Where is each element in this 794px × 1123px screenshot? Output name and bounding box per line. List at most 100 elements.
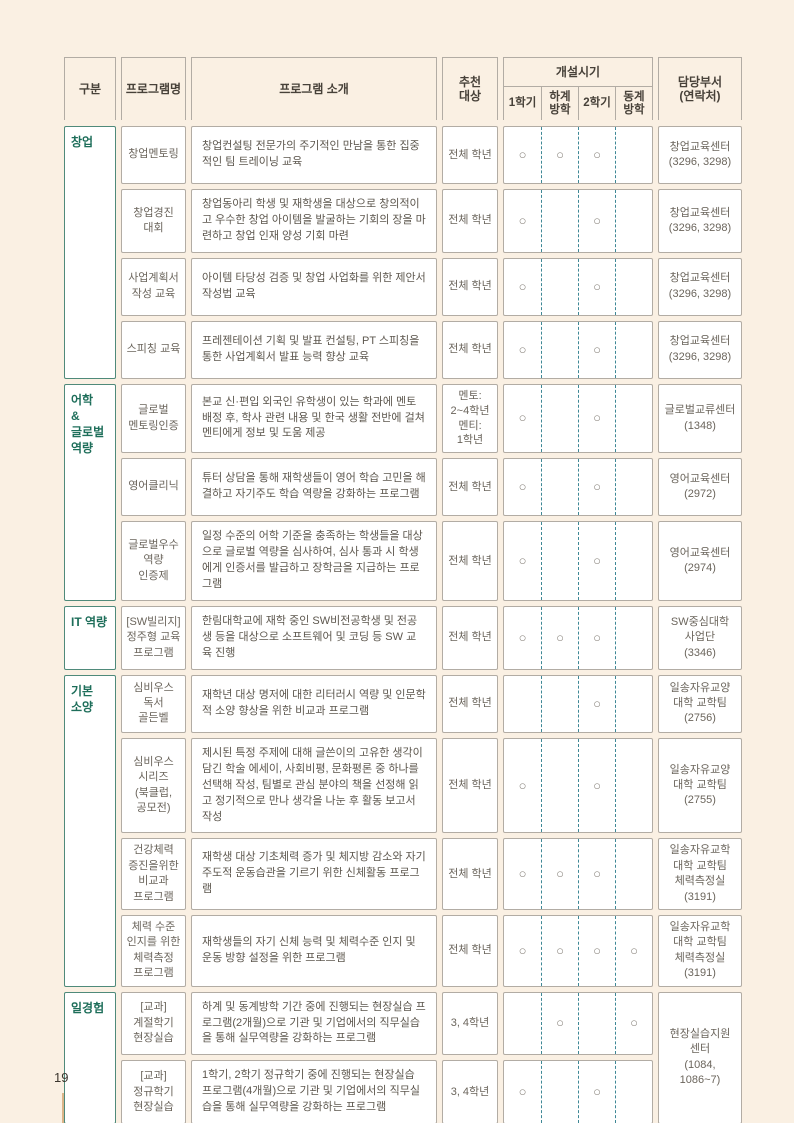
header-department: 담당부서 (연락처) — [658, 57, 742, 120]
schedule-semester1: ○ — [518, 479, 527, 495]
program-name: [교과] 정규학기 현장실습 — [121, 1060, 186, 1123]
program-department: 창업교육센터 (3296, 3298) — [658, 320, 742, 379]
schedule-semester2: ○ — [578, 1061, 615, 1123]
schedule-semester1: ○ — [518, 777, 527, 793]
program-department: 현장실습지원 센터 (1084, 1086~7) — [658, 991, 742, 1123]
program-intro: 튜터 상담을 통해 재학생들이 영어 학습 고민을 해결하고 자기주도 학습 역… — [191, 458, 437, 517]
schedule-semester2: ○ — [578, 606, 615, 669]
schedule-winter — [615, 190, 652, 252]
schedule-semester1: ○ — [518, 410, 527, 426]
schedule-summer — [541, 321, 578, 378]
schedule-semester2: ○ — [578, 459, 615, 516]
schedule-semester1: ○ — [518, 146, 527, 162]
schedule-summer: ○ — [541, 839, 578, 909]
schedule-semester2: ○ — [578, 522, 615, 600]
schedule-summer — [541, 675, 578, 732]
schedule-semester2 — [578, 992, 615, 1055]
schedule-cell: ○ ○ — [503, 737, 653, 834]
program-name: 영어클리닉 — [121, 458, 186, 517]
section-work-experience: 일경험 [교과] 계절학기 현장실습 하계 및 동계방학 기간 중에 진행되는 … — [64, 991, 742, 1123]
schedule-summer — [541, 384, 578, 453]
program-department: 일송자유교양 대학 교학팀 (2755) — [658, 737, 742, 834]
schedule-cell: ○ ○ ○ — [503, 605, 653, 670]
schedule-cell: ○ ○ — [503, 383, 653, 454]
schedule-winter — [615, 1061, 652, 1123]
program-intro: 창업컨설팅 전문가의 주기적인 만남을 통한 집중적인 팀 트레이닝 교육 — [191, 126, 437, 184]
schedule-winter — [615, 522, 652, 600]
header-category: 구분 — [64, 57, 116, 120]
schedule-summer — [541, 1061, 578, 1123]
section-basic-literacy: 기본 소양 심비우스 독서 골든벨 재학년 대상 명저에 대한 리터러시 역량 … — [64, 674, 742, 987]
schedule-winter — [615, 839, 652, 909]
schedule-winter — [615, 321, 652, 378]
program-target: 전체 학년 — [442, 458, 498, 517]
header-winter-vacation: 동계 방학 — [615, 87, 652, 120]
schedule-cell: ○ ○ ○ — [503, 126, 653, 184]
schedule-semester2: ○ — [578, 738, 615, 833]
schedule-summer: ○ — [541, 127, 578, 183]
header-target: 추천 대상 — [442, 57, 498, 120]
program-name: 심비우스 독서 골든벨 — [121, 674, 186, 733]
schedule-semester1: ○ — [518, 942, 527, 958]
program-name: [교과] 계절학기 현장실습 — [121, 991, 186, 1056]
schedule-semester2: ○ — [578, 321, 615, 378]
program-intro: 아이템 타당성 검증 및 창업 사업화를 위한 제안서 작성법 교육 — [191, 257, 437, 316]
program-target: 전체 학년 — [442, 915, 498, 987]
schedule-winter — [615, 738, 652, 833]
program-department: 일송자유교학 대학 교학팀 체력측정실(3191) — [658, 915, 742, 987]
program-intro: 1학기, 2학기 정규학기 중에 진행되는 현장실습 프로그램(4개월)으로 기… — [191, 1060, 437, 1123]
schedule-semester2: ○ — [578, 384, 615, 453]
program-intro: 일정 수준의 어학 기준을 충족하는 학생들을 대상으로 글로벌 역량을 심사하… — [191, 521, 437, 601]
schedule-winter — [615, 606, 652, 669]
schedule-summer — [541, 258, 578, 315]
program-target: 전체 학년 — [442, 126, 498, 184]
program-department: 창업교육센터 (3296, 3298) — [658, 189, 742, 253]
program-intro: 한림대학교에 재학 중인 SW비전공학생 및 전공생 등을 대상으로 소프트웨어… — [191, 605, 437, 670]
program-table: 구분 프로그램명 프로그램 소개 추천 대상 개설시기 1학기 하계 방학 2학… — [64, 57, 742, 1123]
program-name: 심비우스 시리즈 (북클럽, 공모전) — [121, 737, 186, 834]
schedule-summer — [541, 190, 578, 252]
schedule-winter — [615, 384, 652, 453]
schedule-cell: ○ ○ — [503, 320, 653, 379]
schedule-winter — [615, 127, 652, 183]
program-target: 3, 4학년 — [442, 1060, 498, 1123]
schedule-semester1: ○ — [518, 212, 527, 228]
header-program-intro: 프로그램 소개 — [191, 57, 437, 120]
program-department: 일송자유교양 대학 교학팀 (2756) — [658, 674, 742, 733]
program-name: 사업계획서 작성 교육 — [121, 257, 186, 316]
program-intro: 재학년 대상 명저에 대한 리터러시 역량 및 인문학적 소양 향상을 위한 비… — [191, 674, 437, 733]
program-intro: 재학생 대상 기초체력 증가 및 체지방 감소와 자기주도적 운동습관을 기르기… — [191, 838, 437, 910]
section-startup: 창업 창업멘토링 창업컨설팅 전문가의 주기적인 만남을 통한 집중적인 팀 트… — [64, 126, 742, 379]
schedule-cell: ○ ○ — [503, 521, 653, 601]
footer-decoration-line — [62, 1093, 64, 1123]
schedule-semester2: ○ — [578, 839, 615, 909]
program-target: 3, 4학년 — [442, 991, 498, 1056]
program-target: 멘토: 2~4학년 멘티: 1학년 — [442, 383, 498, 454]
schedule-semester2: ○ — [578, 127, 615, 183]
program-target: 전체 학년 — [442, 257, 498, 316]
program-intro: 제시된 특정 주제에 대해 글쓴이의 고유한 생각이 담긴 학술 에세이, 사회… — [191, 737, 437, 834]
schedule-summer — [541, 459, 578, 516]
header-semester1: 1학기 — [508, 97, 537, 110]
schedule-cell: ○ ○ — [503, 991, 653, 1056]
program-department: 영어교육센터 (2972) — [658, 458, 742, 517]
program-target: 전체 학년 — [442, 521, 498, 601]
header-schedule: 개설시기 1학기 하계 방학 2학기 동계 방학 — [503, 57, 653, 120]
program-intro: 창업동아리 학생 및 재학생을 대상으로 창의적이고 우수한 창업 아이템을 발… — [191, 189, 437, 253]
program-department: 창업교육센터 (3296, 3298) — [658, 257, 742, 316]
program-intro: 프레젠테이션 기획 및 발표 컨설팅, PT 스피칭을 통한 사업계획서 발표 … — [191, 320, 437, 379]
schedule-winter: ○ — [615, 916, 652, 986]
section-category: 일경험 — [64, 991, 116, 1123]
header-schedule-title: 개설시기 — [555, 64, 601, 79]
section-category: 어학 & 글로벌 역량 — [64, 383, 116, 601]
schedule-semester2: ○ — [578, 916, 615, 986]
schedule-semester1 — [504, 676, 541, 732]
program-name: 창업경진 대회 — [121, 189, 186, 253]
program-department: 글로벌교류센터 (1348) — [658, 383, 742, 454]
header-summer-vacation: 하계 방학 — [541, 87, 578, 120]
program-name: 글로벌 멘토링인증 — [121, 383, 186, 454]
header-program-name: 프로그램명 — [121, 57, 186, 120]
program-target: 전체 학년 — [442, 674, 498, 733]
program-target: 전체 학년 — [442, 838, 498, 910]
